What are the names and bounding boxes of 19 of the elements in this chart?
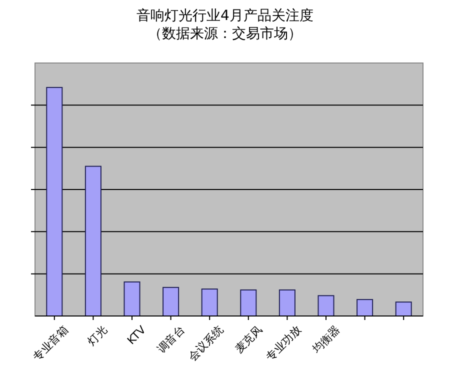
bar: [240, 289, 257, 316]
x-tick-label: 灯光: [84, 323, 110, 348]
bar: [201, 288, 218, 316]
bar: [84, 166, 102, 316]
x-tick-label: 专业功放: [263, 323, 304, 364]
bar: [318, 295, 334, 316]
x-tick-label: 会议系统: [186, 323, 226, 364]
x-tick-label: 均衡器: [309, 323, 343, 357]
x-tick-label: 调音台: [154, 323, 188, 356]
chart-subtitle: （数据来源：交易市场）: [148, 26, 302, 42]
chart-title: 音响灯光行业4月产品关注度: [136, 8, 314, 24]
x-tick-label: 专业音箱: [30, 323, 71, 364]
bar: [395, 302, 412, 316]
bar: [46, 86, 63, 316]
x-tick-label: 麦克风: [232, 323, 265, 356]
bar: [162, 286, 180, 316]
bar: [356, 299, 374, 316]
bar: [278, 289, 296, 316]
bar: [124, 281, 140, 316]
